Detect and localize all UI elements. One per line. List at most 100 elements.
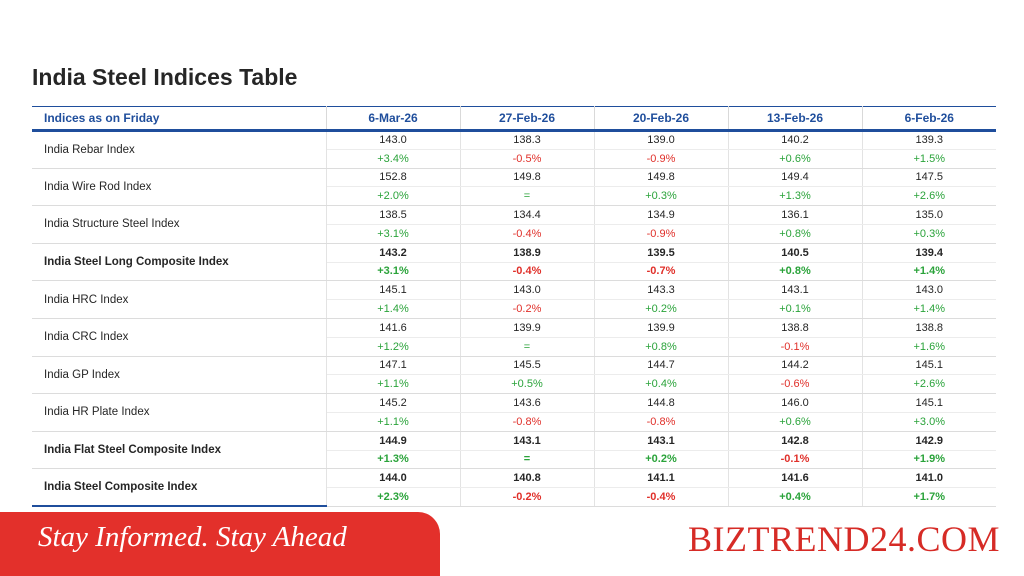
index-value: 139.3 <box>862 130 996 150</box>
index-change: +1.3% <box>728 186 863 207</box>
index-value: 139.5 <box>594 243 729 263</box>
brand-logo-text: BIZTREND24.COM <box>688 519 1000 559</box>
table-header-row: Indices as on Friday 6-Mar-26 27-Feb-26 … <box>32 106 996 132</box>
index-change: +0.3% <box>594 186 729 207</box>
index-change: +0.5% <box>460 374 595 395</box>
index-change: +2.6% <box>862 374 996 395</box>
index-change: = <box>460 450 595 470</box>
table-row-change: +3.1% -0.4% -0.7% +0.8% +1.4% <box>32 262 996 282</box>
index-change: +3.4% <box>326 149 461 169</box>
index-change: +1.1% <box>326 374 461 395</box>
index-value: 139.0 <box>594 130 729 150</box>
index-value: 145.1 <box>862 356 996 376</box>
tagline-text: Stay Informed. Stay Ahead <box>38 521 347 553</box>
index-value: 143.0 <box>326 130 461 150</box>
table-row-change: +1.4% -0.2% +0.2% +0.1% +1.4% <box>32 299 996 319</box>
index-change: -0.4% <box>594 487 729 507</box>
index-value: 142.9 <box>862 431 996 451</box>
column-header-date: 6-Mar-26 <box>326 106 461 132</box>
index-value: 146.0 <box>728 393 863 413</box>
table-row: India Structure Steel Index 138.5 134.4 134… <box>32 205 996 244</box>
index-value: 141.6 <box>728 468 863 489</box>
table-row: India Rebar Index 143.0 138.3 139.0 140.2 139… <box>32 130 996 169</box>
column-header-date: 27-Feb-26 <box>460 106 595 132</box>
table-row: India Wire Rod Index 152.8 149.8 149.8 149.4… <box>32 168 996 207</box>
index-name: India GP Index <box>32 356 327 395</box>
index-change: -0.9% <box>594 224 729 244</box>
index-change: +0.2% <box>594 299 729 319</box>
index-value: 140.2 <box>728 130 863 150</box>
index-change: -0.5% <box>460 149 595 169</box>
index-change: = <box>460 337 595 357</box>
table-body: India Rebar Index 143.0 138.3 139.0 140.2 139… <box>32 130 996 508</box>
column-header-indices: Indices as on Friday <box>32 106 327 132</box>
index-value: 143.2 <box>326 243 461 263</box>
index-change: +1.3% <box>326 450 461 470</box>
index-change: +0.2% <box>594 450 729 470</box>
index-name: India CRC Index <box>32 318 327 357</box>
table-row: India HRC Index 145.1 143.0 143.3 143.1 143.0 <box>32 280 996 319</box>
index-change: +0.1% <box>728 299 863 319</box>
index-change: +2.6% <box>862 186 996 207</box>
index-change: -0.2% <box>460 299 595 319</box>
index-value: 147.1 <box>326 356 461 376</box>
index-value: 139.4 <box>862 243 996 263</box>
table-row-change: +3.1% -0.4% -0.9% +0.8% +0.3% <box>32 224 996 244</box>
table-row: India Flat Steel Composite Index 144.9 143… <box>32 431 996 470</box>
index-value: 145.1 <box>326 280 461 301</box>
index-value: 138.9 <box>460 243 595 263</box>
index-change: -0.2% <box>460 487 595 507</box>
steel-indices-table: Indices as on Friday 6-Mar-26 27-Feb-26 … <box>32 106 996 508</box>
index-name: India Wire Rod Index <box>32 168 327 207</box>
column-header-date: 20-Feb-26 <box>594 106 729 132</box>
table-row: India Steel Long Composite Index 143.2 138… <box>32 243 996 282</box>
index-value: 143.1 <box>594 431 729 451</box>
index-value: 138.5 <box>326 205 461 225</box>
index-value: 138.3 <box>460 130 595 150</box>
index-value: 143.1 <box>728 280 863 301</box>
index-change: -0.1% <box>728 337 863 357</box>
index-change: +1.4% <box>326 299 461 319</box>
index-change: +1.1% <box>326 412 461 432</box>
page-title: India Steel Indices Table <box>32 64 298 90</box>
index-change: +1.2% <box>326 337 461 357</box>
index-change: +0.4% <box>594 374 729 395</box>
index-value: 140.5 <box>728 243 863 263</box>
index-change: -0.7% <box>594 262 729 282</box>
table-row: India Steel Composite Index 144.0 140.8 141… <box>32 468 996 508</box>
index-value: 145.1 <box>862 393 996 413</box>
table-row-change: +3.4% -0.5% -0.9% +0.6% +1.5% <box>32 149 996 169</box>
table-row-change: +1.2% = +0.8% -0.1% +1.6% <box>32 337 996 357</box>
index-value: 149.8 <box>594 168 729 188</box>
index-name: India Rebar Index <box>32 130 327 169</box>
index-change: +0.8% <box>728 262 863 282</box>
index-value: 139.9 <box>460 318 595 338</box>
index-change: +3.0% <box>862 412 996 432</box>
index-change: -0.8% <box>460 412 595 432</box>
index-value: 149.4 <box>728 168 863 188</box>
index-value: 147.5 <box>862 168 996 188</box>
index-change: +2.0% <box>326 186 461 207</box>
index-change: +0.6% <box>728 149 863 169</box>
table-row-change: +1.1% -0.8% -0.8% +0.6% +3.0% <box>32 412 996 432</box>
index-value: 144.2 <box>728 356 863 376</box>
index-change: +0.3% <box>862 224 996 244</box>
index-change: -0.1% <box>728 450 863 470</box>
index-value: 136.1 <box>728 205 863 225</box>
index-value: 139.9 <box>594 318 729 338</box>
index-value: 141.1 <box>594 468 729 489</box>
index-value: 143.1 <box>460 431 595 451</box>
index-change: +1.5% <box>862 149 996 169</box>
index-value: 144.7 <box>594 356 729 376</box>
table-row-change: +2.3% -0.2% -0.4% +0.4% +1.7% <box>32 487 996 507</box>
index-change: +3.1% <box>326 262 461 282</box>
column-header-date: 13-Feb-26 <box>728 106 863 132</box>
index-value: 140.8 <box>460 468 595 489</box>
index-change: +1.7% <box>862 487 996 507</box>
index-change: +0.8% <box>728 224 863 244</box>
index-change: -0.4% <box>460 224 595 244</box>
index-value: 143.0 <box>460 280 595 301</box>
index-name: India Steel Composite Index <box>32 468 327 508</box>
index-change: = <box>460 186 595 207</box>
tagline-banner-base <box>0 536 450 576</box>
